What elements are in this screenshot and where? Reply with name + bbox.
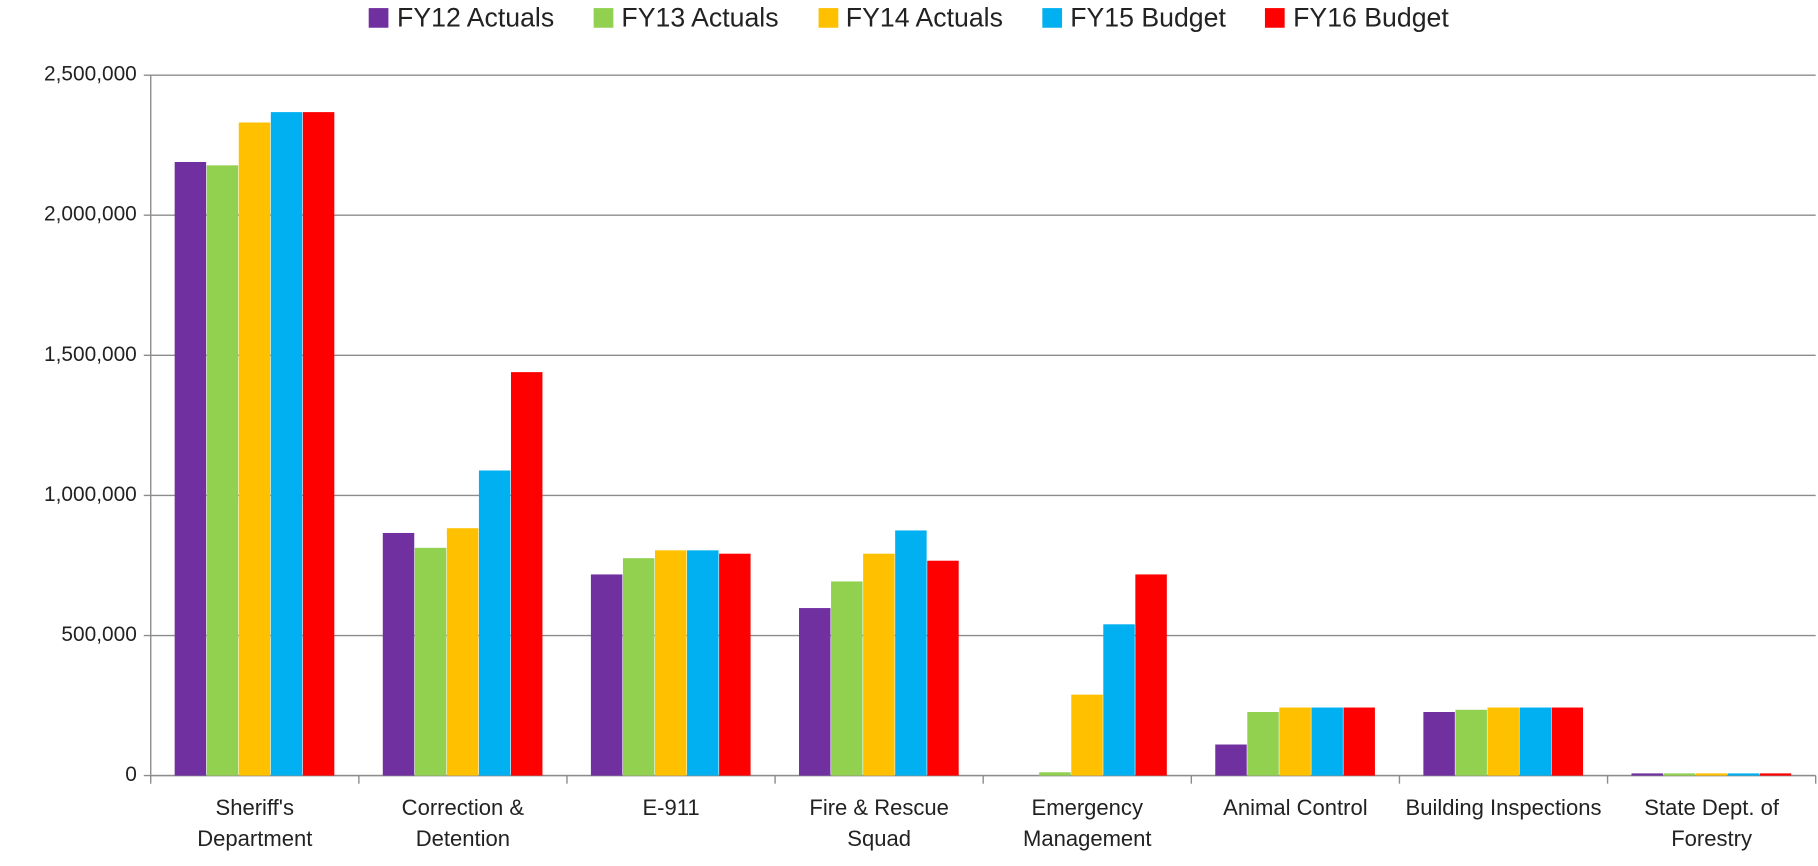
- bar: [1343, 707, 1375, 776]
- bar: [174, 161, 207, 776]
- bar: [687, 550, 719, 776]
- y-tick-label: 2,500,000: [44, 63, 137, 86]
- bar: [414, 547, 447, 776]
- legend-item: FY14 Actuals: [817, 2, 1003, 33]
- x-tick-label: Correction & Detention: [401, 796, 525, 852]
- bar: [1551, 707, 1584, 776]
- legend-item: FY16 Budget: [1265, 2, 1449, 33]
- y-tick-label: 2,000,000: [44, 203, 137, 226]
- legend: FY12 Actuals FY13 Actuals FY14 Actuals FY15…: [0, 2, 1818, 33]
- bar: [1311, 707, 1343, 776]
- bar: [446, 528, 479, 776]
- bar: [382, 532, 415, 776]
- bar: [302, 112, 335, 776]
- bar: [831, 581, 863, 776]
- x-tick-label: Emergency Management: [1022, 796, 1152, 852]
- y-tick-label: 1,000,000: [44, 483, 137, 506]
- bar: [1279, 707, 1311, 776]
- y-tick-label: 500,000: [61, 623, 136, 646]
- legend-label: FY15 Budget: [1070, 2, 1226, 33]
- bar: [719, 553, 751, 776]
- legend-item: FY15 Budget: [1042, 2, 1226, 33]
- bar: [270, 112, 303, 776]
- bar: [1247, 712, 1279, 776]
- bar: [1759, 773, 1792, 776]
- bar: [1631, 773, 1663, 776]
- legend-label: FY13 Actuals: [621, 2, 779, 33]
- bar: [863, 553, 895, 776]
- bar: [510, 372, 543, 776]
- bar: [1071, 694, 1103, 776]
- bar: [655, 550, 687, 776]
- bar: [590, 574, 623, 776]
- legend-swatch: [369, 8, 389, 28]
- y-tick-label: 0: [125, 763, 137, 786]
- bar: [622, 558, 655, 776]
- x-tick-label: Fire & Rescue Squad: [809, 796, 949, 852]
- legend-label: FY14 Actuals: [845, 2, 1003, 33]
- bar: [1103, 624, 1135, 776]
- bar: [238, 122, 271, 776]
- bar: [1487, 707, 1519, 776]
- bar: [1455, 709, 1487, 776]
- x-tick-label: Animal Control: [1223, 796, 1368, 821]
- bar: [895, 530, 927, 776]
- legend-swatch: [1042, 8, 1063, 28]
- x-tick-label: Sheriff's Department: [197, 796, 313, 852]
- bar: [1135, 574, 1167, 776]
- y-tick-label: 1,500,000: [44, 343, 137, 366]
- x-tick-label: Building Inspections: [1405, 796, 1602, 821]
- bar: [1423, 712, 1455, 776]
- bar: [478, 470, 511, 776]
- bar: [799, 608, 831, 776]
- legend-swatch: [1265, 8, 1286, 28]
- bar: [206, 165, 239, 776]
- bar: [1727, 773, 1760, 776]
- legend-label: FY12 Actuals: [397, 2, 555, 33]
- bar: [1663, 773, 1696, 776]
- legend-label: FY16 Budget: [1293, 2, 1449, 33]
- x-tick-label: State Dept. of Forestry: [1644, 796, 1779, 852]
- legend-swatch: [593, 8, 614, 28]
- x-tick-label: E-911: [642, 796, 700, 821]
- bar: [927, 560, 959, 776]
- bar: [1215, 744, 1247, 776]
- legend-item: FY13 Actuals: [593, 2, 779, 33]
- legend-item: FY12 Actuals: [369, 2, 554, 33]
- bar: [1519, 707, 1551, 776]
- legend-swatch: [817, 8, 838, 28]
- bar: [1695, 773, 1728, 776]
- bar: [1039, 772, 1071, 776]
